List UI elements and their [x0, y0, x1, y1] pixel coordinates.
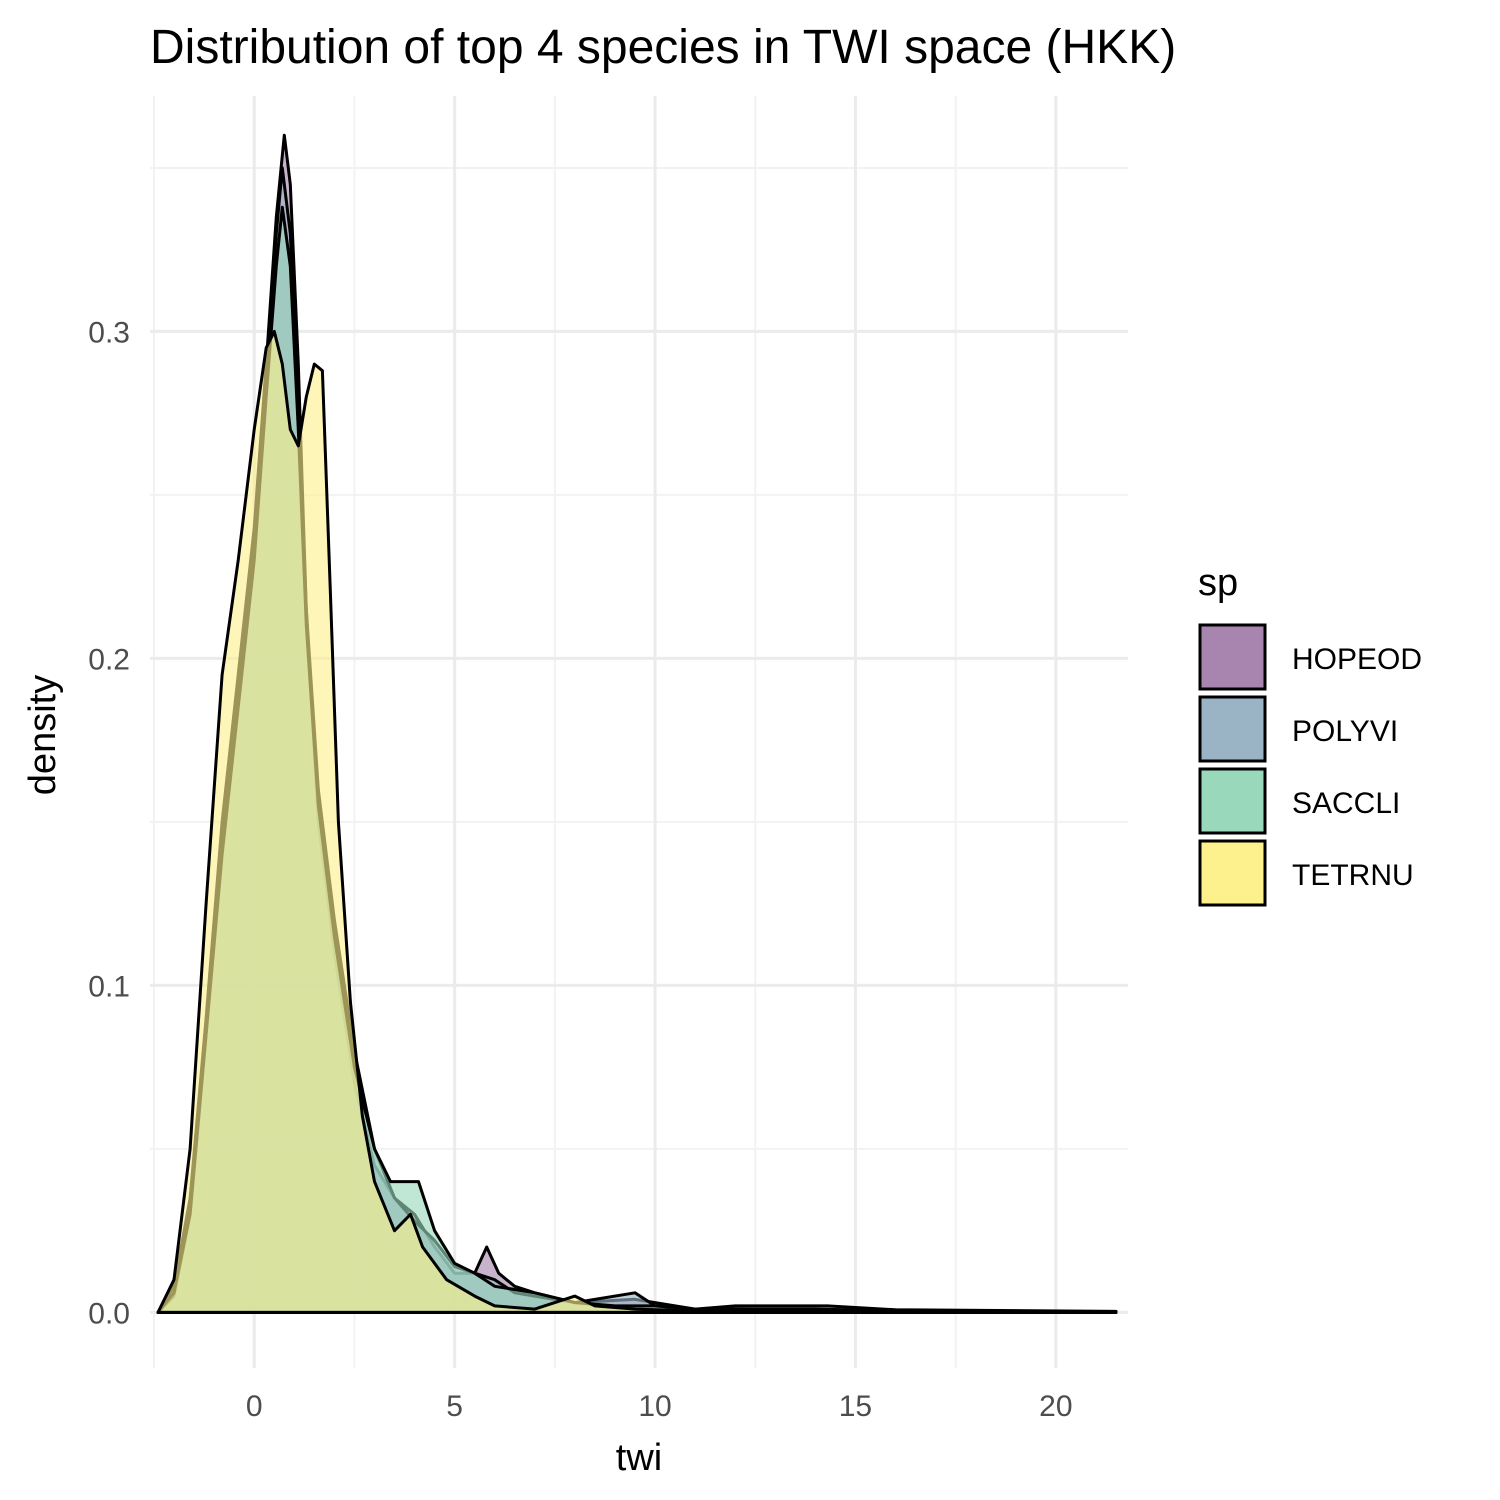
x-tick-label: 0	[246, 1390, 263, 1423]
density-area-tetrnu	[156, 329, 1118, 1314]
chart-title: Distribution of top 4 species in TWI spa…	[150, 21, 1176, 74]
y-axis-title: density	[22, 675, 64, 795]
y-axis-ticks: 0.0 0.1 0.2 0.3	[88, 316, 130, 1330]
legend-label-hopeod: HOPEOD	[1292, 643, 1422, 676]
legend-key-hopeod	[1198, 623, 1267, 691]
x-tick-label: 15	[839, 1390, 872, 1423]
series-layer	[156, 133, 1118, 1314]
legend-label-tetrnu: TETRNU	[1292, 859, 1414, 892]
legend-key-polyvi	[1198, 695, 1267, 763]
x-tick-label: 10	[638, 1390, 671, 1423]
legend-label-saccli: SACCLI	[1292, 787, 1400, 820]
y-tick-label: 0.3	[88, 316, 130, 349]
y-tick-label: 0.0	[88, 1297, 130, 1330]
y-tick-label: 0.2	[88, 643, 130, 676]
x-axis-ticks: 0 5 10 15 20	[246, 1390, 1073, 1423]
legend-key-tetrnu	[1198, 839, 1267, 907]
x-tick-label: 20	[1039, 1390, 1072, 1423]
x-tick-label: 5	[446, 1390, 463, 1423]
y-tick-label: 0.1	[88, 970, 130, 1003]
legend-key-saccli	[1198, 767, 1267, 835]
legend-title: sp	[1198, 562, 1238, 604]
legend: sp HOPEOD POLYVI SACCLI TETRNU	[1198, 562, 1422, 907]
legend-label-polyvi: POLYVI	[1292, 715, 1398, 748]
x-axis-title: twi	[616, 1437, 662, 1479]
